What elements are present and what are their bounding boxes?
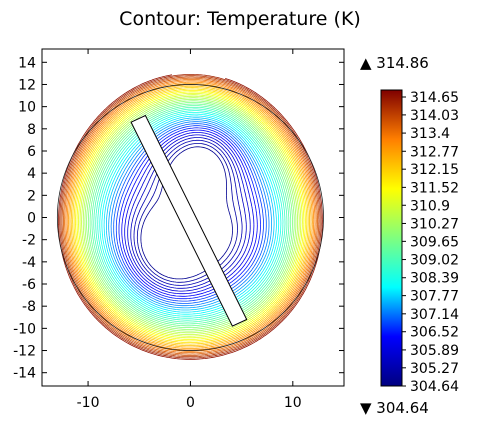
- y-tick-label: -8: [22, 299, 36, 315]
- contour-level-22: [87, 102, 293, 328]
- y-axis: 14 12 10 8 6 4 2 0 -2 -4 -6 -8 -10 -12 -14: [13, 55, 344, 382]
- obstacle-rect: [130, 114, 248, 327]
- y-tick-label: -2: [22, 233, 36, 249]
- colorbar-tick-label: 305.89: [410, 343, 459, 359]
- contour-level-24: [84, 98, 297, 332]
- colorbar-tick-label: 309.02: [410, 253, 459, 269]
- colorbar-tick-label: 310.27: [410, 216, 459, 232]
- colorbar-tick-label: 312.77: [410, 144, 459, 160]
- colorbar-tick-label: 309.65: [410, 234, 459, 250]
- contour-lines: [56, 74, 324, 360]
- y-tick-label: 2: [27, 188, 36, 204]
- contour-level-5: [127, 134, 251, 292]
- contour-level-40: [61, 76, 320, 356]
- contour-level-27: [79, 94, 302, 337]
- y-tick-label: 14: [18, 55, 36, 71]
- contour-level-11: [110, 121, 270, 307]
- max-value-label: ▲ 314.86: [360, 54, 429, 72]
- y-tick-label: -14: [13, 366, 36, 382]
- obstacle-layer: [130, 114, 248, 327]
- y-tick-label: -6: [22, 277, 36, 293]
- contour-level-14: [103, 115, 277, 313]
- y-tick-label: -4: [22, 255, 36, 271]
- colorbar-tick-label: 306.52: [410, 325, 459, 341]
- y-tick-label: 10: [18, 100, 36, 116]
- contour-level-35: [68, 83, 313, 349]
- contour-level-23: [86, 100, 295, 330]
- contour-level-31: [73, 88, 308, 343]
- x-tick-label: -10: [77, 395, 100, 411]
- contour-level-15: [101, 113, 280, 315]
- chart-title: Contour: Temperature (K): [119, 8, 361, 30]
- contour-level-29: [76, 91, 305, 340]
- contour-level-4: [130, 137, 247, 289]
- colorbar-tick-label: 307.14: [410, 307, 459, 323]
- contour-level-19: [93, 106, 288, 323]
- y-tick-label: 4: [27, 166, 36, 182]
- y-tick-label: 12: [18, 77, 36, 93]
- contour-level-33: [70, 85, 310, 346]
- x-tick-label: 10: [284, 395, 302, 411]
- y-tick-label: 8: [27, 122, 36, 138]
- min-value-label: ▼ 304.64: [360, 399, 429, 417]
- contour-level-20: [91, 105, 290, 325]
- x-tick-label: 0: [186, 395, 195, 411]
- contour-level-7: [121, 129, 258, 297]
- y-tick-label: 6: [27, 144, 36, 160]
- contour-level-17: [97, 110, 284, 319]
- colorbar-tick-label: 311.52: [410, 180, 459, 196]
- contour-level-32: [72, 87, 309, 345]
- contour-level-25: [82, 97, 298, 334]
- contour-level-18: [95, 108, 286, 321]
- contour-level-30: [75, 90, 306, 342]
- colorbar-tick-label: 313.4: [410, 126, 450, 142]
- domain-boundary: [56, 84, 324, 351]
- contour-level-16: [99, 112, 282, 317]
- contour-level-34: [69, 84, 312, 348]
- colorbar-bar: [380, 89, 403, 387]
- contour-level-21: [89, 103, 292, 327]
- colorbar-tick-label: 310.9: [410, 198, 450, 214]
- y-tick-label: 0: [27, 211, 36, 227]
- colorbar-tick-label: 314.03: [410, 108, 459, 124]
- contour-level-13: [106, 117, 275, 311]
- y-tick-label: -12: [13, 344, 36, 360]
- contour-level-36: [66, 81, 315, 351]
- colorbar-tick-label: 308.39: [410, 271, 459, 287]
- x-axis: -10 0 10: [77, 49, 302, 411]
- colorbar-tick-label: 304.64: [410, 379, 459, 395]
- colorbar-tick-label: 314.65: [410, 90, 459, 106]
- contour-level-26: [81, 95, 300, 335]
- colorbar-ticks: 314.65 314.03 313.4 312.77 312.15 311.52 310.9…: [402, 90, 459, 395]
- colorbar-tick-label: 312.15: [410, 162, 459, 178]
- y-tick-label: -10: [13, 321, 36, 337]
- contour-level-28: [78, 92, 303, 339]
- colorbar: 314.65 314.03 313.4 312.77 312.15 311.52 310.9…: [380, 89, 459, 395]
- contour-level-6: [124, 132, 255, 295]
- colorbar-tick-label: 305.27: [410, 361, 459, 377]
- contour-level-38: [64, 79, 317, 354]
- colorbar-tick-label: 307.77: [410, 289, 459, 305]
- contour-level-12: [108, 119, 272, 309]
